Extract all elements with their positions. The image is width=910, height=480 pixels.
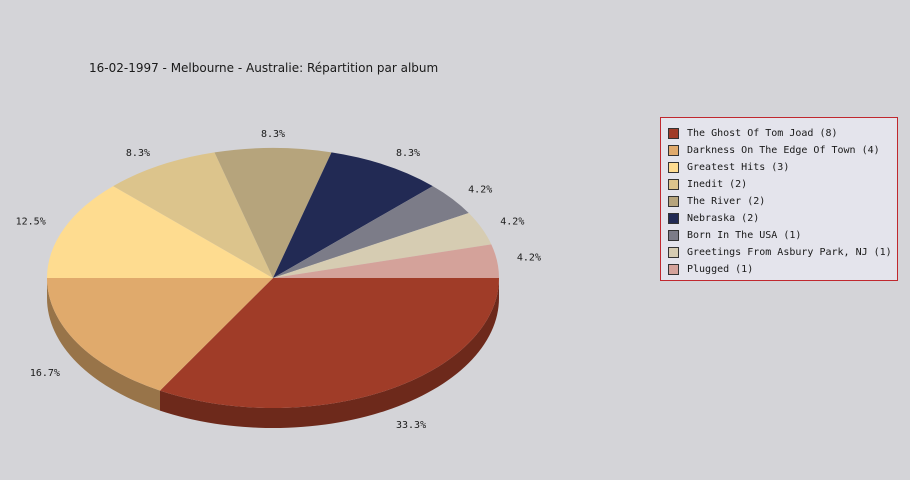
legend-item: Plugged (1) <box>668 261 897 278</box>
legend-item: Nebraska (2) <box>668 210 897 227</box>
pie-slice-2 <box>47 186 273 278</box>
pie-slice-8 <box>273 244 499 278</box>
legend-swatch <box>668 179 679 190</box>
legend-item: Greetings From Asbury Park, NJ (1) <box>668 244 897 261</box>
slice-percent-label: 8.3% <box>396 148 420 159</box>
legend-label: Inedit (2) <box>687 179 748 190</box>
slice-percent-label: 4.2% <box>500 217 524 228</box>
legend-item: The River (2) <box>668 193 897 210</box>
pie-slice-7 <box>273 213 492 278</box>
legend-swatch <box>668 162 679 173</box>
legend-label: Plugged (1) <box>687 264 754 275</box>
chart-title: 16-02-1997 - Melbourne - Australie: Répa… <box>89 61 439 75</box>
pie-slice-0 <box>160 278 499 409</box>
legend-item: Inedit (2) <box>668 176 897 193</box>
slice-percent-label: 12.5% <box>16 217 46 228</box>
legend-item: Greatest Hits (3) <box>668 159 897 176</box>
legend-item: Born In The USA (1) <box>668 227 897 244</box>
slice-percent-label: 33.3% <box>396 420 426 431</box>
legend-label: Greatest Hits (3) <box>687 162 790 173</box>
legend-swatch <box>668 264 679 275</box>
legend-swatch <box>668 196 679 207</box>
legend-swatch <box>668 247 679 258</box>
legend-swatch <box>668 230 679 241</box>
legend-label: The River (2) <box>687 196 766 207</box>
slice-percent-label: 8.3% <box>126 148 150 159</box>
legend-swatch <box>668 145 679 156</box>
legend-label: Nebraska (2) <box>687 213 760 224</box>
slice-percent-label: 4.2% <box>468 185 492 196</box>
legend-label: Born In The USA (1) <box>687 230 802 241</box>
pie-slice-1 <box>47 278 273 391</box>
legend-label: Darkness On The Edge Of Town (4) <box>687 145 880 156</box>
legend-item: Darkness On The Edge Of Town (4) <box>668 142 897 159</box>
pie-slice-4 <box>214 148 332 278</box>
pie-slice-3 <box>113 152 273 278</box>
slice-percent-label: 4.2% <box>517 252 541 263</box>
slice-percent-label: 16.7% <box>30 368 60 379</box>
pie-slice-5 <box>273 152 433 278</box>
legend-item: The Ghost Of Tom Joad (8) <box>668 125 897 142</box>
legend-label: The Ghost Of Tom Joad (8) <box>687 128 838 139</box>
pie-slice-side-0 <box>160 278 499 428</box>
legend-label: Greetings From Asbury Park, NJ (1) <box>687 247 892 258</box>
pie-slice-6 <box>273 186 469 278</box>
slice-percent-label: 8.3% <box>261 129 285 140</box>
legend: The Ghost Of Tom Joad (8) Darkness On The… <box>660 117 898 281</box>
legend-swatch <box>668 213 679 224</box>
pie-slice-side-1 <box>47 278 160 411</box>
legend-swatch <box>668 128 679 139</box>
